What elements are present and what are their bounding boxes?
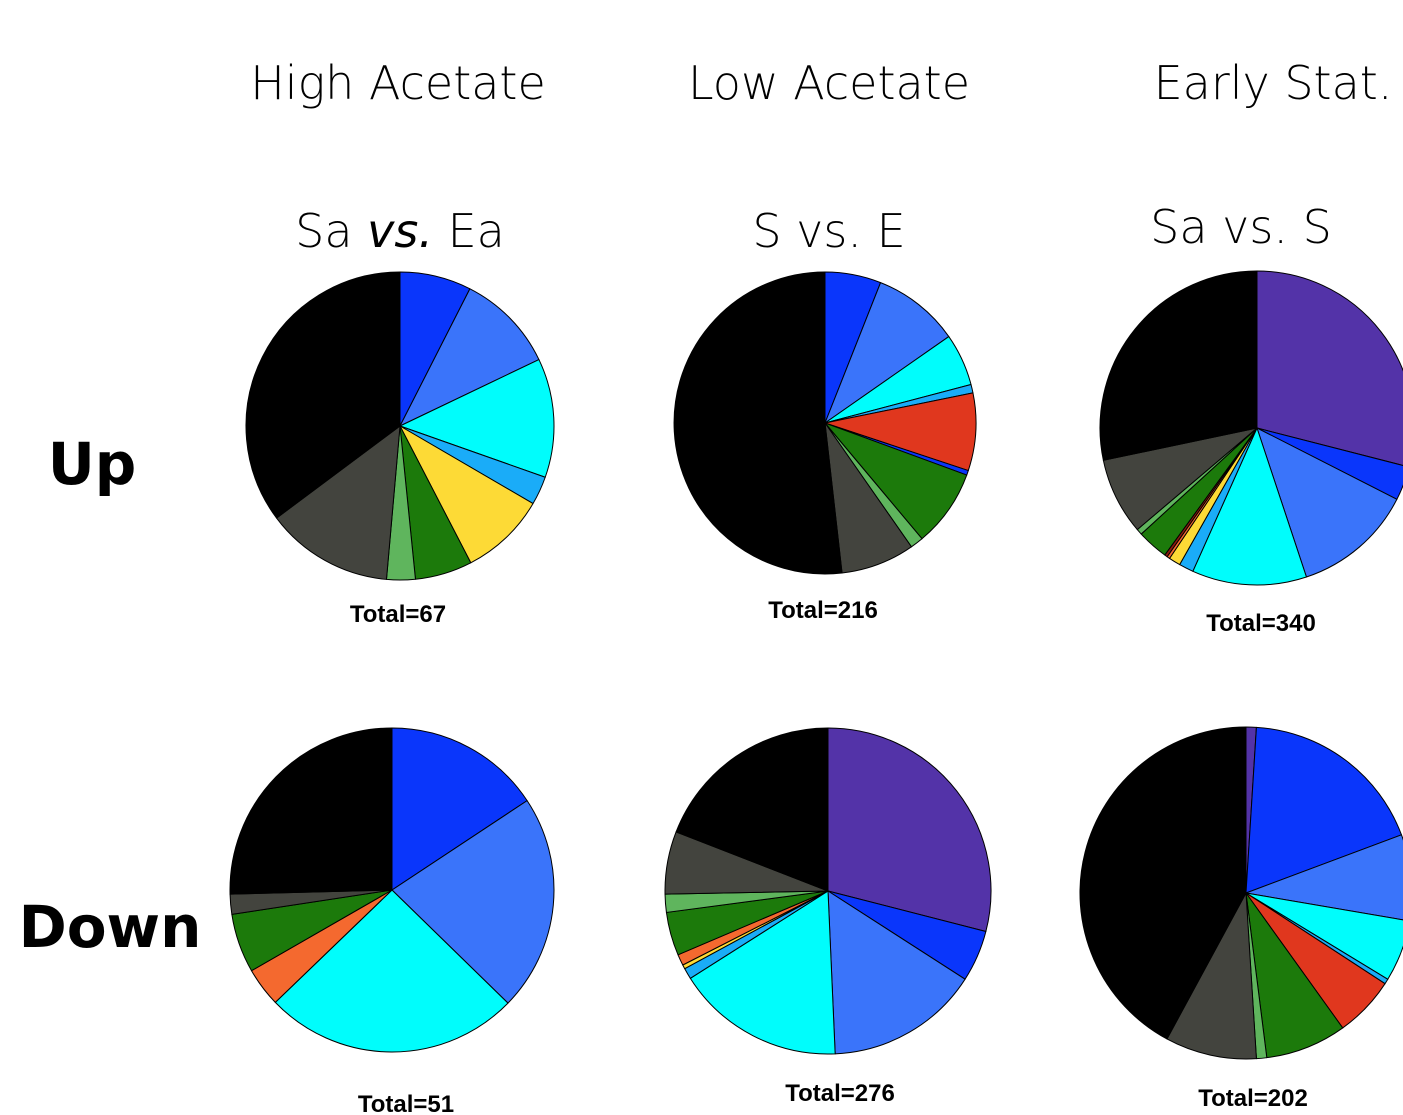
- comparison-label-sa-vs-ea: Sa vs. Ea: [295, 204, 505, 258]
- pie-slice-black: [229, 727, 393, 895]
- pie-chart-early-stat-down: [1079, 726, 1403, 1060]
- column-title-high-acetate: High Acetate: [250, 56, 546, 110]
- pie-slice-black: [673, 271, 843, 575]
- column-title-early-stat: Early Stat.: [1154, 56, 1393, 110]
- column-title-low-acetate: Low Acetate: [688, 56, 970, 110]
- pie-slice-cyan: [399, 359, 555, 478]
- pie-chart-low-acetate-down: [664, 727, 992, 1055]
- pie-slice-dark-gray: [276, 425, 401, 580]
- row-label-down: Down: [19, 893, 202, 961]
- pie-slice-medium-blue: [391, 800, 555, 1004]
- pie-slice-medium-blue: [399, 288, 540, 427]
- pie-chart-high-acetate-down: [229, 727, 555, 1053]
- pie-slice-cyan: [689, 890, 836, 1055]
- pie-slice-medium-blue: [1256, 427, 1398, 578]
- pie-slice-cyan: [274, 889, 509, 1053]
- pie-slice-medium-blue: [1245, 834, 1403, 921]
- comparison-label-sa-vs-s: Sa vs. S: [1150, 200, 1332, 254]
- total-label-high-acetate-down: Total=51: [358, 1091, 454, 1115]
- row-label-up: Up: [48, 430, 137, 498]
- pie-slice-yellow: [399, 425, 534, 564]
- pie-slice-blue: [1245, 726, 1402, 894]
- pie-slice-black: [245, 271, 401, 519]
- pie-chart-low-acetate-up: [673, 271, 977, 575]
- pie-slice-medium-blue: [827, 890, 966, 1055]
- pie-chart-high-acetate-up: [245, 271, 555, 581]
- total-label-high-acetate-up: Total=67: [350, 601, 446, 628]
- total-label-early-stat-up: Total=340: [1206, 610, 1316, 637]
- pie-slice-medium-blue: [824, 282, 950, 424]
- pie-chart-early-stat-up: [1099, 270, 1403, 586]
- pie-slice-blue: [391, 727, 528, 891]
- total-label-low-acetate-up: Total=216: [768, 597, 878, 624]
- pie-slice-cyan: [1192, 427, 1307, 586]
- pie-slice-black: [1079, 726, 1247, 1040]
- total-label-low-acetate-down: Total=276: [785, 1080, 895, 1107]
- total-label-early-stat-down: Total=202: [1198, 1085, 1308, 1112]
- pie-slice-black: [675, 727, 829, 892]
- pie-slice-purple: [1256, 270, 1403, 466]
- pie-slice-dark-gray: [1166, 892, 1257, 1060]
- comparison-label-s-vs-e: S vs. E: [752, 204, 905, 258]
- pie-slice-black: [1099, 270, 1258, 461]
- pie-slice-purple: [827, 727, 992, 933]
